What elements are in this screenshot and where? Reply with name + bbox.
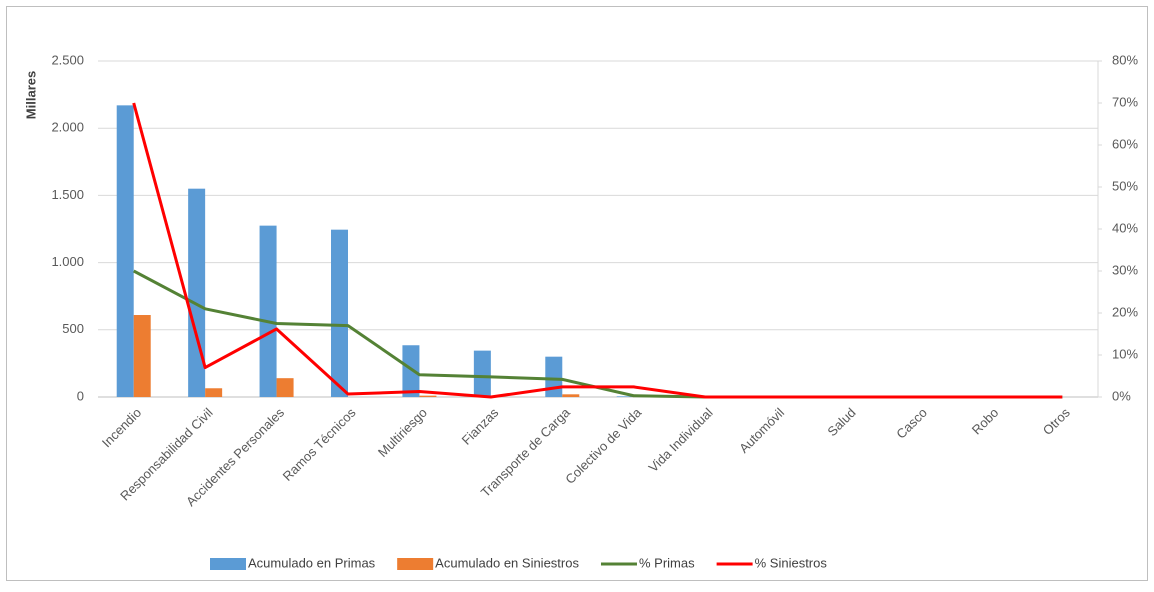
y2-tick-label: 10% — [1112, 346, 1138, 361]
line — [132, 102, 1063, 399]
bar — [205, 388, 223, 397]
bar — [473, 350, 491, 397]
y-tick-label: 2.000 — [51, 120, 84, 135]
y2-tick-label: 40% — [1112, 220, 1138, 235]
y-tick-label: 500 — [62, 321, 84, 336]
y-tick-label: 1.500 — [51, 187, 84, 202]
bar — [276, 378, 294, 397]
bar — [259, 225, 277, 397]
bar — [331, 229, 348, 397]
y2-tick-label: 20% — [1112, 304, 1138, 319]
y2-tick-label: 50% — [1112, 178, 1138, 193]
bar — [545, 356, 563, 397]
legend-label: Acumulado en Primas — [248, 555, 376, 570]
legend-label: Acumulado en Siniestros — [435, 555, 579, 570]
y2-tick-label: 70% — [1112, 94, 1138, 109]
legend-swatch — [397, 558, 434, 570]
legend-label: % Siniestros — [755, 555, 828, 570]
y2-tick-label: 80% — [1112, 52, 1138, 67]
y-tick-label: 0 — [77, 388, 84, 403]
y2-tick-label: 30% — [1112, 262, 1138, 277]
legend-label: % Primas — [639, 555, 695, 570]
y-axis-label: Millares — [23, 71, 38, 119]
bar — [419, 395, 437, 397]
bar — [562, 394, 580, 397]
bar — [133, 315, 151, 397]
bar — [616, 396, 634, 397]
bar — [116, 105, 134, 398]
y-tick-label: 1.000 — [51, 254, 84, 269]
y2-tick-label: 60% — [1112, 136, 1138, 151]
bar — [402, 345, 420, 397]
y2-tick-label: 0% — [1112, 388, 1131, 403]
y-tick-label: 2.500 — [51, 52, 84, 67]
legend-swatch — [210, 558, 246, 570]
bar — [188, 188, 206, 397]
